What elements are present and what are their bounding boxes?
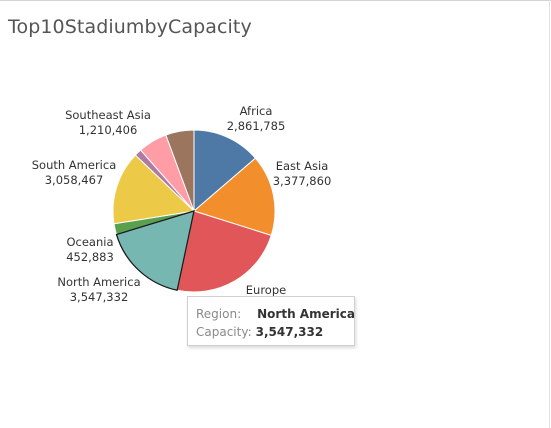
tooltip-region-row: Region: North America [196,305,355,323]
tooltip: Region: North America Capacity: 3,547,33… [187,296,355,346]
tooltip-capacity-row: Capacity: 3,547,332 [196,323,354,341]
pie-label-east-asia: East Asia 3,377,860 [273,159,332,188]
pie-slice-highlight-outline [115,210,195,292]
tooltip-capacity-key: Capacity: [196,325,252,339]
chart-title: Top10StadiumbyCapacity [8,16,252,38]
pie-labels: Africa 2,861,785 East Asia 3,377,860 Europe N… [32,104,332,304]
pie-label-north-america: North America 3,547,332 [57,275,140,304]
pie-label-southeast-asia: Southeast Asia 1,210,406 [65,108,151,137]
pie-label-oceania: Oceania 452,883 [66,235,114,264]
pie-label-europe: Europe [246,283,286,297]
pie-label-south-america: South America 3,058,467 [32,158,117,187]
pie-label-africa: Africa 2,861,785 [227,104,286,133]
right-border [549,0,550,428]
pie-slice-europe[interactable] [176,210,272,293]
pie-slice-south-america[interactable] [112,154,196,225]
pie-slice-unlabeled-8[interactable] [165,129,195,212]
top-border [0,0,551,3]
tooltip-capacity-value: 3,547,332 [255,325,324,339]
pie-slice-east-asia[interactable] [192,157,276,237]
tooltip-region-key: Region: [196,307,242,321]
tooltip-region-value: North America [257,307,355,321]
pie-slices [112,129,276,293]
pie-slice-africa[interactable] [193,129,257,213]
